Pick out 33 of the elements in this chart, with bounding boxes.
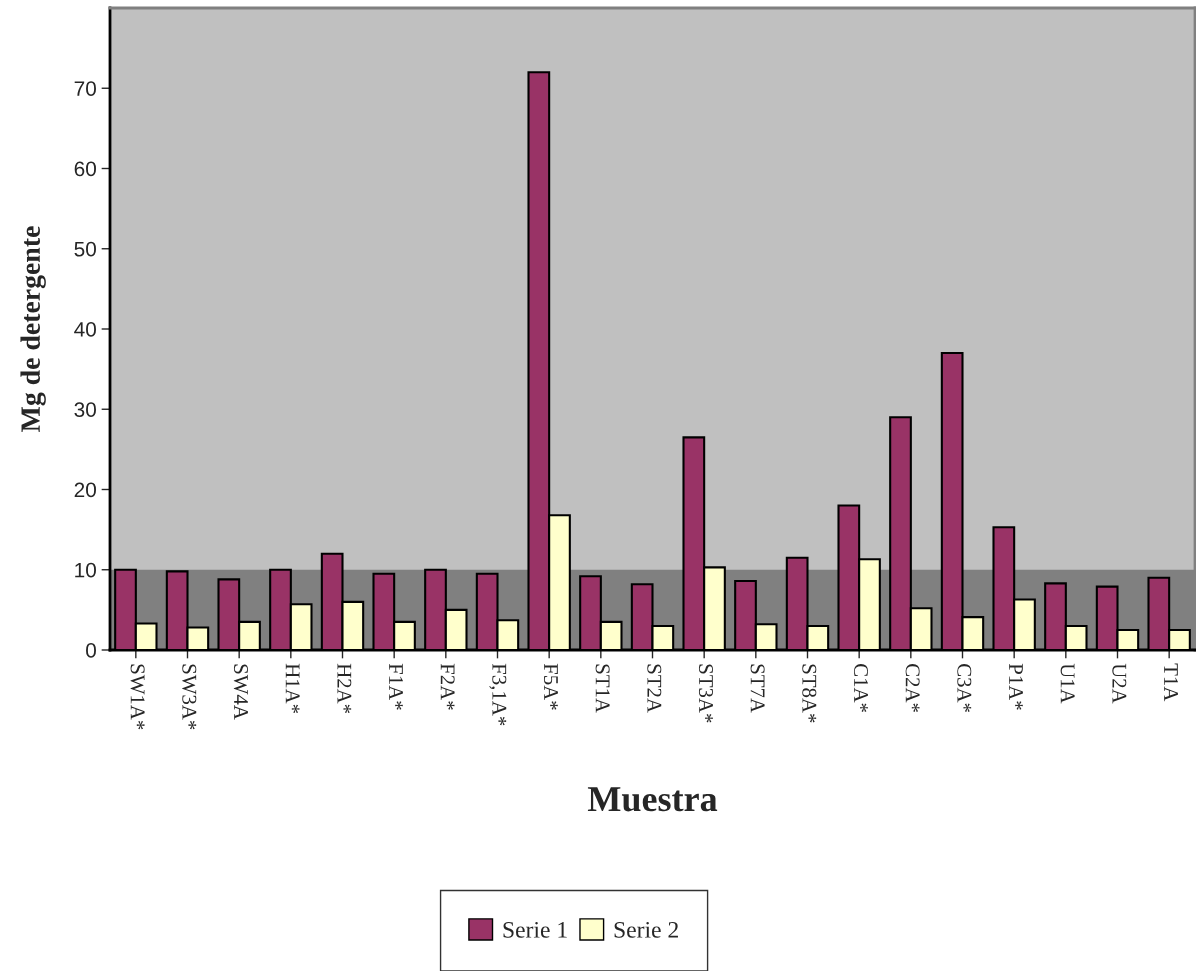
x-tick-label: H1A* (285, 663, 300, 714)
x-tick-label: SW3A* (182, 664, 197, 730)
y-tick-label: 50 (74, 241, 96, 257)
legend-label: Serie 2 (614, 921, 678, 938)
y-tick-label: 30 (74, 402, 96, 417)
x-tick-label: ST1A (595, 664, 610, 713)
x-tick-label: C1A* (853, 664, 868, 712)
x-tick-label: P1A* (1009, 663, 1023, 710)
x-tick-label: T1A (1164, 663, 1178, 702)
x-tick-label: F1A* (389, 663, 403, 710)
x-tick-label: ST7A (750, 664, 765, 713)
x-tick-label: F3,1A* (489, 663, 507, 726)
y-tick-label: 70 (74, 81, 96, 96)
x-tick-label: U2A (1112, 663, 1127, 704)
y-tick-label: 20 (74, 482, 96, 498)
y-axis-title: Mg de detergente (20, 226, 46, 432)
y-tick-label: 60 (74, 161, 96, 177)
x-tick-label: SW1A* (130, 664, 145, 730)
x-tick-label: F5A* (543, 663, 558, 710)
y-tick-label: 0 (86, 643, 96, 658)
x-axis-title: Muestra (587, 787, 718, 812)
x-tick-label: F2A* (440, 663, 455, 710)
x-tick-label: SW4A (233, 664, 248, 720)
x-tick-label: ST2A (647, 664, 662, 713)
x-tick-label: U1A (1060, 663, 1075, 704)
y-tick-label: 40 (74, 322, 96, 337)
x-tick-label: H2A* (337, 663, 352, 714)
x-tick-label: ST8A* (802, 664, 817, 723)
x-tick-label: C3A* (957, 664, 972, 712)
y-tick-label: 10 (75, 562, 96, 578)
x-tick-label: C2A* (905, 664, 920, 712)
x-tick-label: ST3A* (698, 664, 713, 723)
legend-label: Serie 1 (503, 921, 567, 938)
